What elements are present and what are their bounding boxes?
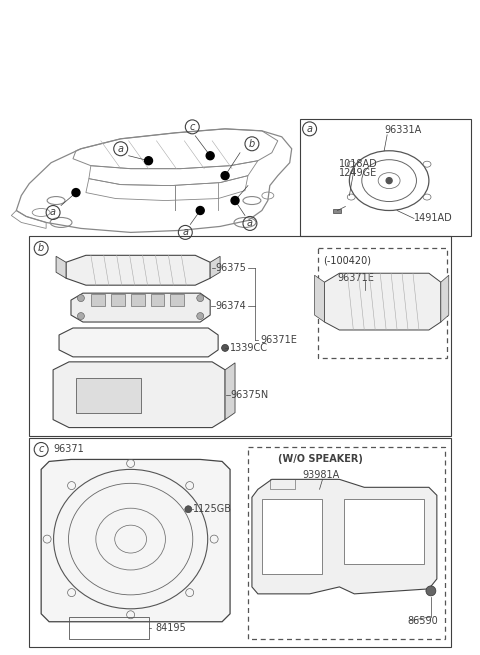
Circle shape — [221, 172, 229, 179]
Text: 86590: 86590 — [407, 616, 438, 626]
Text: a: a — [50, 208, 56, 217]
Polygon shape — [41, 459, 230, 622]
Text: 93981A: 93981A — [302, 470, 340, 480]
Circle shape — [144, 157, 153, 164]
Bar — [248, 447, 445, 639]
Polygon shape — [324, 273, 441, 330]
Text: a: a — [247, 219, 253, 229]
Text: 96375: 96375 — [215, 263, 246, 273]
Text: 96371: 96371 — [53, 445, 84, 455]
Bar — [111, 294, 125, 306]
Polygon shape — [441, 275, 449, 322]
Text: a: a — [182, 227, 188, 237]
Text: 96375N: 96375N — [230, 390, 268, 400]
Polygon shape — [53, 362, 225, 428]
Circle shape — [197, 312, 204, 320]
Circle shape — [77, 295, 84, 301]
Text: 96374: 96374 — [215, 301, 246, 311]
Text: 1018AD: 1018AD — [339, 159, 378, 169]
Bar — [69, 617, 148, 639]
Bar — [170, 294, 184, 306]
Polygon shape — [314, 275, 324, 322]
Bar — [318, 248, 447, 358]
Circle shape — [206, 152, 214, 160]
Circle shape — [426, 586, 436, 596]
Polygon shape — [71, 293, 210, 322]
Text: 1491AD: 1491AD — [414, 214, 453, 223]
Text: 96371E: 96371E — [260, 335, 297, 345]
Polygon shape — [56, 256, 66, 278]
Polygon shape — [210, 256, 220, 278]
Text: a: a — [118, 143, 124, 154]
Text: 1249GE: 1249GE — [339, 168, 378, 178]
Text: 96371E: 96371E — [337, 273, 374, 283]
Text: c: c — [38, 445, 44, 455]
Circle shape — [77, 312, 84, 320]
Polygon shape — [225, 363, 235, 420]
Bar — [91, 294, 105, 306]
Bar — [270, 479, 295, 489]
Text: c: c — [190, 122, 195, 132]
Circle shape — [72, 189, 80, 196]
Text: (-100420): (-100420) — [324, 255, 372, 265]
Circle shape — [185, 506, 192, 513]
Bar — [151, 294, 165, 306]
Bar — [76, 378, 141, 413]
Text: 1125GB: 1125GB — [193, 504, 232, 514]
Bar — [29, 438, 451, 646]
Bar — [334, 208, 341, 214]
Circle shape — [197, 295, 204, 301]
Text: 1339CC: 1339CC — [230, 343, 268, 353]
Text: b: b — [249, 139, 255, 149]
Circle shape — [386, 178, 392, 183]
Bar — [300, 119, 471, 236]
Circle shape — [222, 345, 228, 351]
Text: 96331A: 96331A — [384, 125, 421, 135]
Circle shape — [231, 196, 239, 204]
Bar — [344, 499, 424, 564]
Text: a: a — [307, 124, 312, 134]
Circle shape — [196, 206, 204, 214]
Bar — [262, 499, 322, 574]
Bar — [131, 294, 144, 306]
Text: b: b — [38, 244, 44, 253]
Polygon shape — [252, 479, 437, 594]
Text: (W/O SPEAKER): (W/O SPEAKER) — [278, 455, 363, 464]
Polygon shape — [66, 255, 210, 285]
Text: 84195: 84195 — [156, 623, 186, 633]
Polygon shape — [59, 328, 218, 357]
Bar — [29, 236, 451, 436]
